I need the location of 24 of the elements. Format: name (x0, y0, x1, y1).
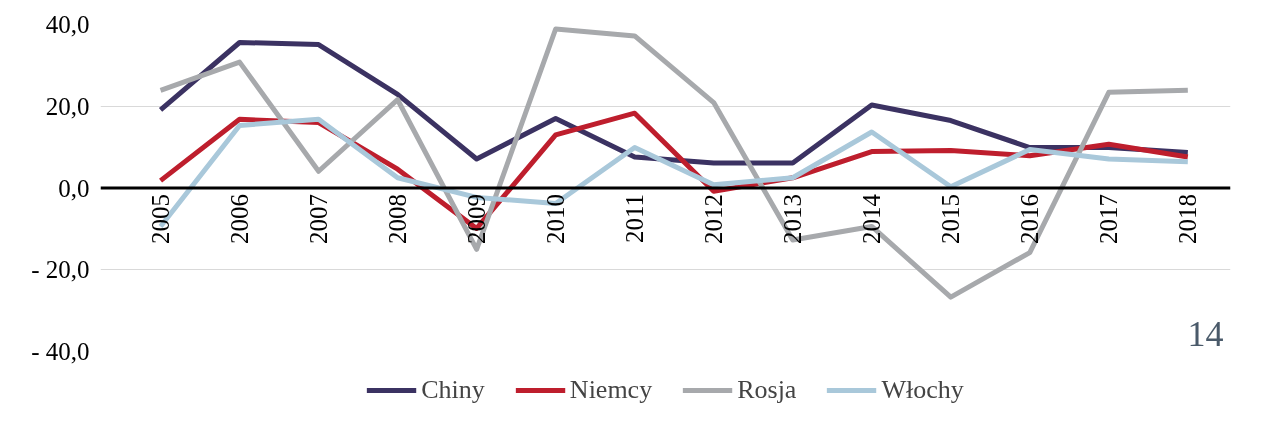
x-tick-label: 2005 (147, 194, 175, 244)
y-tick-label: 0,0 (58, 174, 90, 202)
y-tick-label: - 20,0 (31, 256, 90, 284)
x-tick-label: 2009 (463, 194, 491, 244)
legend-label: Włochy (881, 375, 964, 405)
y-tick-label: 20,0 (45, 92, 90, 120)
x-tick-label: 2018 (1174, 194, 1202, 244)
x-tick-label: 2016 (1016, 194, 1044, 244)
legend-label: Chiny (421, 375, 485, 405)
x-tick-label: 2017 (1095, 194, 1123, 244)
legend-label: Rosja (737, 375, 797, 405)
legend-label: Niemcy (569, 375, 653, 405)
x-tick-label: 2014 (858, 193, 886, 244)
y-tick-label: - 40,0 (31, 338, 90, 365)
x-tick-label: 2015 (937, 194, 965, 244)
y-tick-label: 40,0 (45, 11, 90, 38)
x-tick-label: 2011 (621, 193, 649, 244)
x-tick-label: 2013 (779, 194, 807, 244)
x-tick-label: 2007 (305, 194, 333, 244)
x-tick-label: 2008 (384, 194, 412, 244)
x-tick-label: 2006 (226, 194, 254, 244)
x-tick-label: 2012 (700, 194, 728, 244)
annotation: 14 (1187, 313, 1224, 354)
x-tick-label: 2010 (542, 194, 570, 244)
